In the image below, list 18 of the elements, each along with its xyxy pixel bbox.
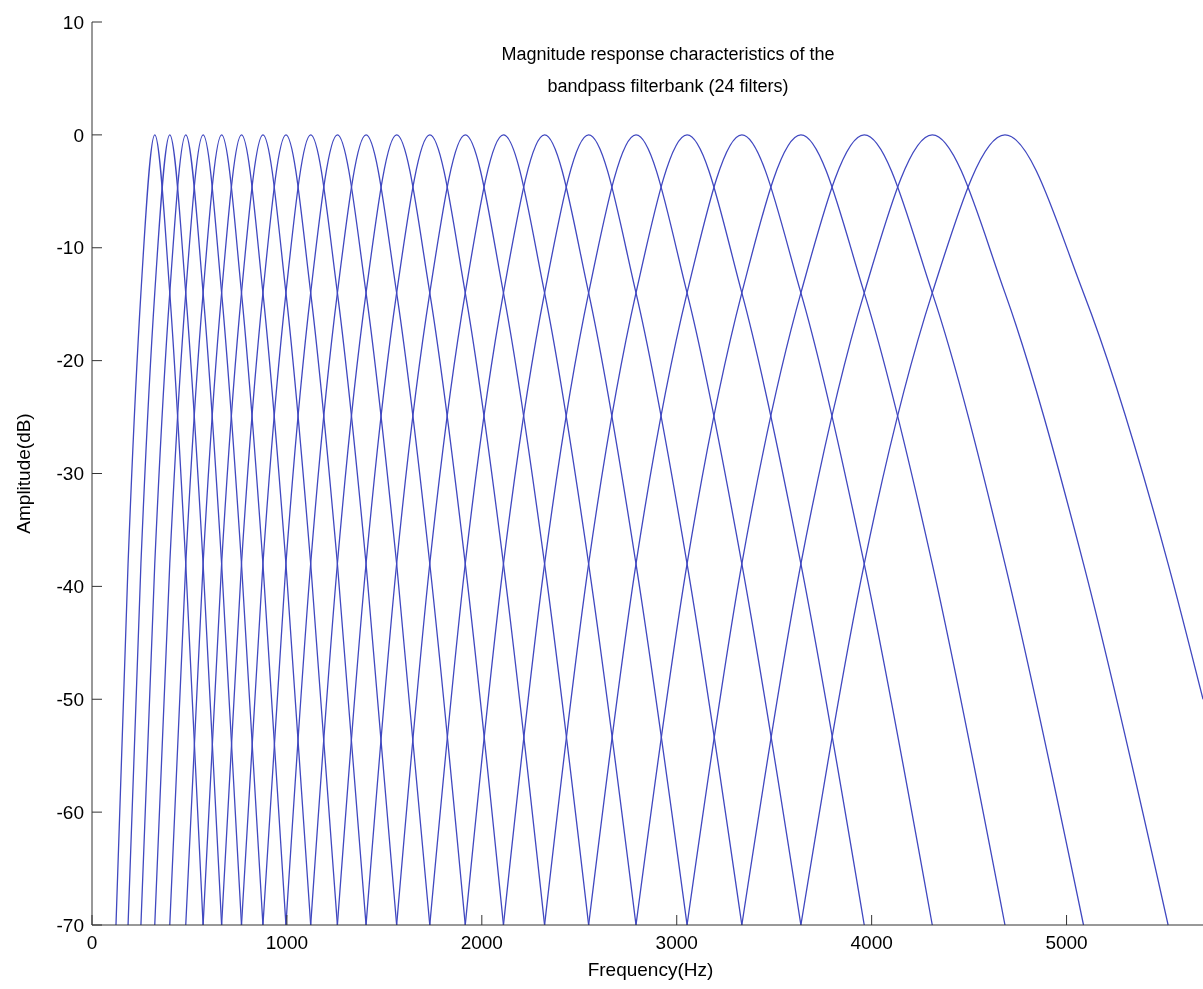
y-tick-label: -70	[56, 914, 84, 936]
x-tick-label: 0	[86, 932, 98, 953]
y-tick-label: 10	[62, 11, 84, 33]
y-tick-label: -60	[56, 801, 84, 823]
x-axis-title: Frequency(Hz)	[587, 959, 714, 980]
text: Magnitude response characteristics of the bandpass filterbank (24 filters)	[501, 44, 835, 96]
x-tick-label: 3000	[655, 932, 698, 953]
y-tick-label: 0	[73, 124, 84, 146]
y-axis-title: Amplitude(dB)	[13, 413, 34, 534]
y-tick-label: -40	[56, 576, 84, 598]
x-tick-label: 1000	[265, 932, 309, 953]
x-tick-label: 5000	[1045, 932, 1088, 953]
x-tick-label: 4000	[850, 932, 893, 953]
y-tick-label: -50	[56, 688, 84, 710]
x-tick-label: 2000	[460, 932, 503, 953]
y-tick-label: -10	[56, 237, 84, 259]
y-tick-label: -20	[56, 350, 84, 372]
y-tick-label: -30	[56, 463, 84, 485]
